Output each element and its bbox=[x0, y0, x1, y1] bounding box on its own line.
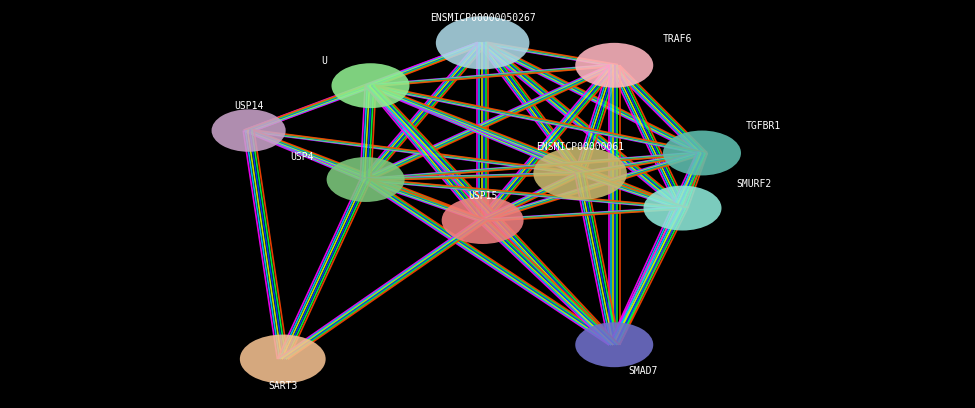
Text: USP15: USP15 bbox=[468, 191, 497, 201]
Ellipse shape bbox=[442, 197, 524, 244]
Ellipse shape bbox=[327, 157, 405, 202]
Text: USP4: USP4 bbox=[291, 152, 314, 162]
Ellipse shape bbox=[644, 186, 722, 231]
Text: SMAD7: SMAD7 bbox=[629, 366, 658, 376]
Ellipse shape bbox=[332, 63, 409, 108]
Text: U: U bbox=[322, 56, 328, 66]
Text: TGFBR1: TGFBR1 bbox=[746, 122, 781, 131]
Text: ENSMICP00000050267: ENSMICP00000050267 bbox=[430, 13, 535, 23]
Ellipse shape bbox=[663, 131, 741, 175]
Ellipse shape bbox=[212, 109, 286, 152]
Ellipse shape bbox=[240, 335, 326, 384]
Text: SMURF2: SMURF2 bbox=[736, 179, 771, 188]
Text: TRAF6: TRAF6 bbox=[663, 34, 692, 44]
Ellipse shape bbox=[575, 322, 653, 367]
Ellipse shape bbox=[533, 147, 627, 200]
Ellipse shape bbox=[575, 43, 653, 88]
Ellipse shape bbox=[436, 16, 529, 69]
Text: ENSMICP00000061: ENSMICP00000061 bbox=[536, 142, 624, 152]
Text: SART3: SART3 bbox=[268, 381, 297, 390]
Text: USP14: USP14 bbox=[234, 101, 263, 111]
